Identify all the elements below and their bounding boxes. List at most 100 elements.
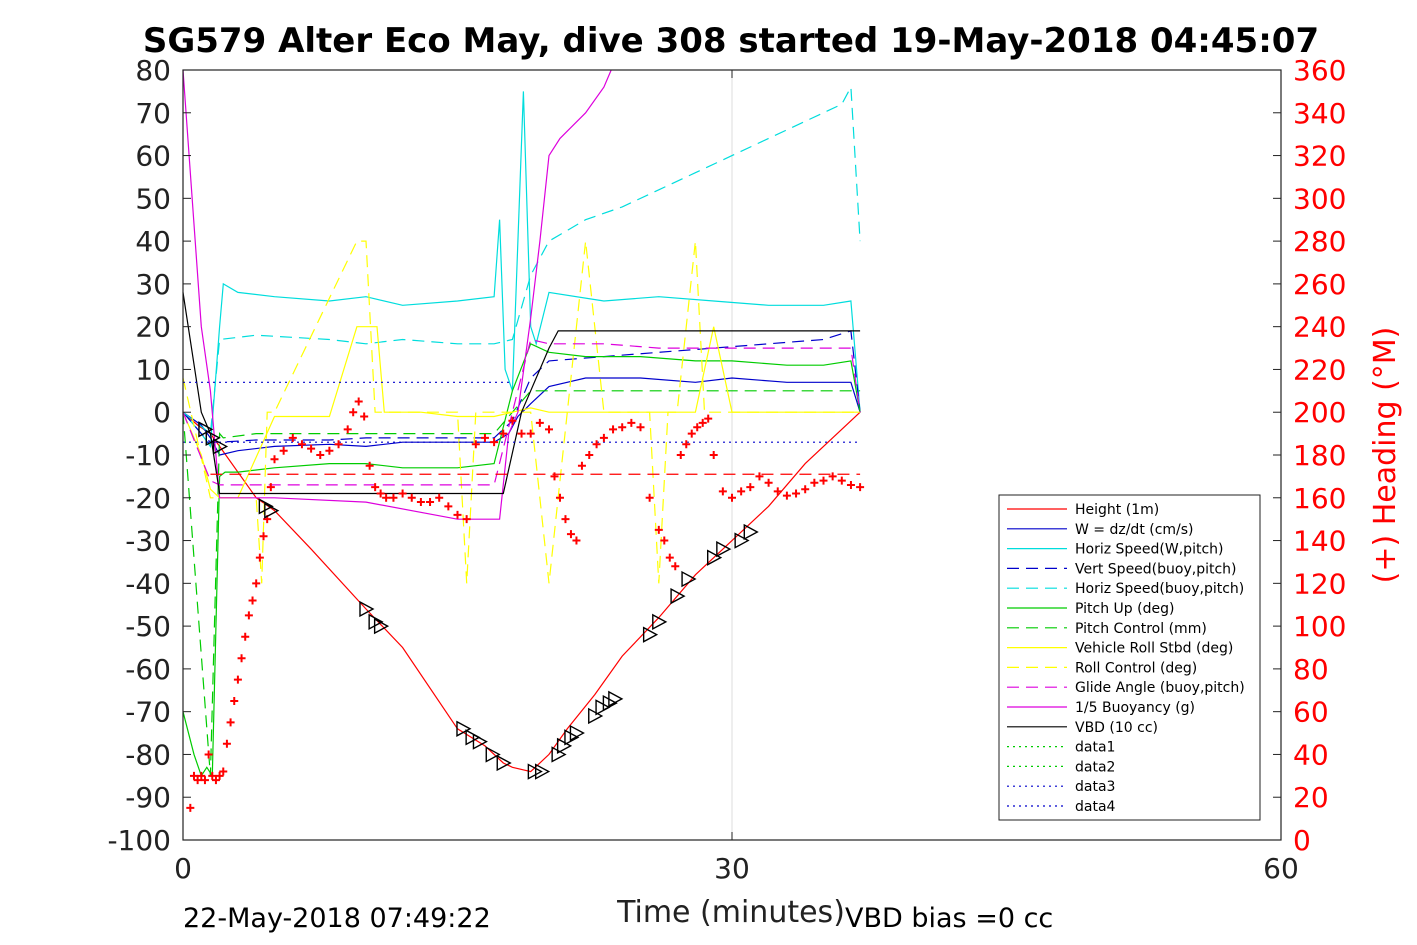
right-tick-label: 360 <box>1293 54 1346 87</box>
left-tick-label: -60 <box>125 653 171 686</box>
right-tick-label: 80 <box>1293 653 1329 686</box>
heading-marker <box>211 776 220 785</box>
heading-marker <box>222 739 231 748</box>
left-tick-label: 40 <box>135 225 171 258</box>
heading-marker <box>636 423 645 432</box>
triangle-marker <box>642 626 659 643</box>
series-line-11 <box>182 69 612 520</box>
heading-marker <box>307 444 316 453</box>
heading-marker <box>671 562 680 571</box>
x-tick-label: 0 <box>174 852 192 885</box>
left-tick-label: -30 <box>125 525 171 558</box>
heading-marker <box>297 440 306 449</box>
heading-marker <box>453 510 462 519</box>
right-tick-label: 320 <box>1293 140 1346 173</box>
heading-marker <box>526 429 535 438</box>
left-tick-label: 60 <box>135 140 171 173</box>
legend-label: Horiz Speed(W,pitch) <box>1075 542 1223 558</box>
series-line-4 <box>182 330 861 443</box>
heading-marker <box>480 433 489 442</box>
series-line-7 <box>182 390 861 776</box>
triangle-marker <box>258 498 274 515</box>
legend-label: Horiz Speed(buoy,pitch) <box>1075 581 1244 597</box>
heading-marker <box>255 553 264 562</box>
heading-marker <box>398 489 407 498</box>
legend-label: Height (1m) <box>1075 502 1159 518</box>
heading-marker <box>189 771 198 780</box>
heading-marker <box>828 472 837 481</box>
heading-marker <box>226 718 235 727</box>
heading-marker <box>435 493 444 502</box>
heading-marker <box>471 440 480 449</box>
heading-marker <box>365 461 374 470</box>
triangle-marker <box>716 540 732 558</box>
legend-label: Glide Angle (buoy,pitch) <box>1075 680 1245 696</box>
left-tick-label: -80 <box>125 738 171 771</box>
heading-marker <box>241 632 250 641</box>
triangle-marker <box>264 502 280 519</box>
triangle-marker <box>212 438 229 455</box>
heading-marker <box>782 491 791 500</box>
legend-label: data2 <box>1075 759 1115 775</box>
left-tick-label: 30 <box>135 268 171 301</box>
heading-marker <box>193 776 202 785</box>
heading-marker <box>237 654 246 663</box>
heading-marker <box>252 579 261 588</box>
heading-marker <box>407 493 416 502</box>
triangle-marker <box>198 421 214 438</box>
heading-marker <box>186 803 195 812</box>
left-tick-label: -10 <box>125 439 171 472</box>
left-y-ticks: 80 70 60 50 40 30 20 10 0 -10 -20 -30 -40 -50 -60 -70 -8… <box>107 54 191 857</box>
heading-marker <box>508 416 517 425</box>
left-tick-label: -40 <box>125 567 171 600</box>
triangle-marker <box>205 429 221 447</box>
heading-marker <box>755 472 764 481</box>
right-tick-label: 300 <box>1293 182 1346 215</box>
heading-marker <box>660 536 669 545</box>
legend-label: Vert Speed(buoy,pitch) <box>1075 561 1237 577</box>
left-tick-label: -50 <box>125 610 171 643</box>
heading-marker <box>233 675 242 684</box>
triangle-marker <box>472 733 488 750</box>
triangle-marker <box>670 587 686 605</box>
legend-label: VBD (10 cc) <box>1075 720 1158 736</box>
heading-marker <box>627 418 636 427</box>
heading-marker <box>343 425 352 434</box>
heading-marker <box>746 483 755 492</box>
heading-marker <box>687 429 696 438</box>
legend-label: Vehicle Roll Stbd (deg) <box>1075 641 1233 657</box>
heading-marker <box>325 446 334 455</box>
legend-label: data3 <box>1075 779 1115 795</box>
right-tick-label: 260 <box>1293 268 1346 301</box>
heading-marker <box>728 493 736 502</box>
triangle-marker <box>595 699 611 716</box>
triangle-marker <box>602 694 618 712</box>
heading-marker <box>204 750 213 759</box>
heading-marker <box>572 536 581 545</box>
triangle-marker <box>373 617 390 635</box>
triangle-marker <box>496 754 512 772</box>
triangle-marker <box>734 532 750 549</box>
heading-marker <box>698 418 707 427</box>
triangle-marker <box>485 746 501 763</box>
right-tick-label: 180 <box>1293 439 1346 472</box>
series-line-10 <box>182 338 861 486</box>
heading-marker <box>737 487 746 496</box>
heading-marker <box>846 480 855 489</box>
heading-marker <box>279 446 288 455</box>
footer-timestamp: 22-May-2018 07:49:22 <box>183 903 491 934</box>
heading-marker <box>837 476 846 485</box>
right-tick-label: 200 <box>1293 396 1346 429</box>
series-line-9 <box>182 240 861 584</box>
right-y-ticks: 3603403203002802602402202001801601401201… <box>1273 54 1346 857</box>
series-line-3 <box>182 91 861 449</box>
legend-label: Pitch Control (mm) <box>1075 621 1207 637</box>
footer-vbd-bias: VBD bias =0 cc <box>845 903 1053 934</box>
right-tick-label: 120 <box>1293 567 1346 600</box>
series-line-12 <box>182 292 861 495</box>
heading-marker <box>230 696 239 705</box>
heading-marker <box>208 771 217 780</box>
chart-title: SG579 Alter Eco May, dive 308 started 19… <box>143 21 1319 61</box>
heading-marker <box>499 429 508 438</box>
